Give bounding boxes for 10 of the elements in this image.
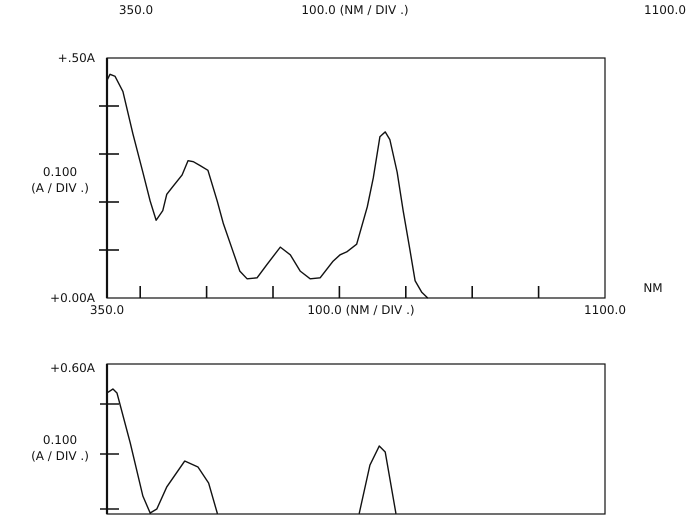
text: 100.0 (NM / DIV .) [301,3,409,17]
y-tick-label: +0.00A [50,291,96,305]
x-axis-title: 100.0 (NM / DIV .) [307,303,415,317]
y-axis-title: 0.100 (A / DIV .) [31,433,89,463]
text: NM [643,281,663,295]
text: 1100.0 [644,3,686,17]
text: 350.0 [118,3,154,17]
y-axis-title: 0.100 (A / DIV .) [31,165,89,195]
text: +0.60A [50,361,96,375]
y-tick-label: +.50A [58,51,96,65]
